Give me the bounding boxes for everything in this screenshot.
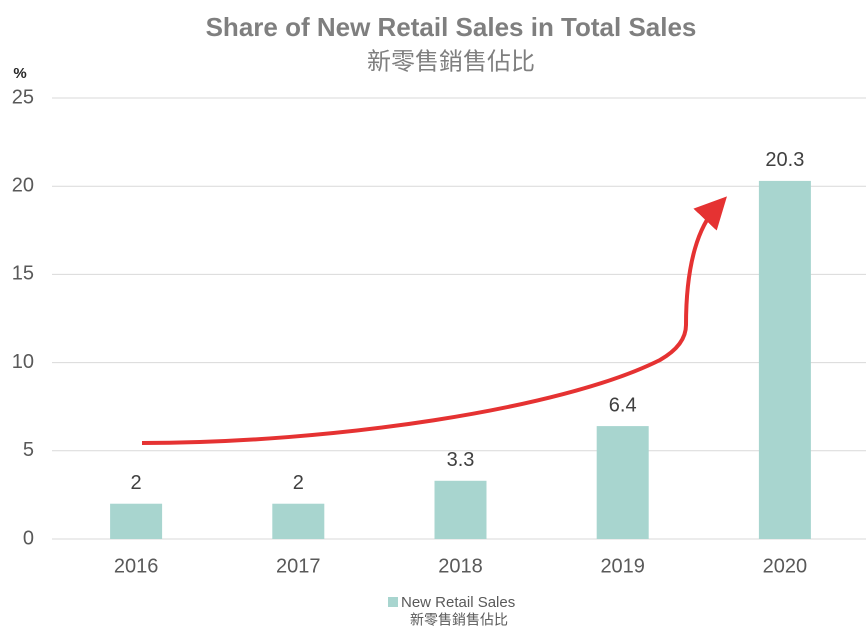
x-tick-label: 2020 — [763, 555, 808, 577]
y-tick-label: 10 — [12, 351, 34, 373]
data-label: 6.4 — [609, 394, 637, 416]
y-tick-label: 20 — [12, 174, 34, 196]
x-tick-label: 2018 — [438, 555, 483, 577]
legend-label-zh: 新零售銷售佔比 — [410, 612, 508, 628]
plot-area: 0 5 10 15 20 25 2016 2017 2018 2019 2020 2 2 3.3 6.4 20… — [12, 86, 866, 577]
y-tick-label: 15 — [12, 263, 34, 285]
data-label: 20.3 — [765, 149, 804, 171]
data-label: 2 — [131, 472, 142, 494]
y-axis-label: % — [13, 65, 26, 82]
legend-swatch — [388, 597, 398, 607]
data-label: 3.3 — [447, 449, 475, 471]
bar — [596, 426, 649, 539]
bar — [434, 480, 487, 539]
bar — [110, 503, 163, 539]
x-tick-label: 2019 — [600, 555, 645, 577]
x-tick-label: 2017 — [276, 555, 321, 577]
y-tick-label: 5 — [23, 439, 34, 461]
bar — [272, 503, 325, 539]
y-tick-label: 0 — [23, 527, 34, 549]
bar — [758, 180, 811, 539]
chart-title: Share of New Retail Sales in Total Sales — [206, 12, 697, 42]
x-tick-label: 2016 — [114, 555, 159, 577]
data-label: 2 — [293, 472, 304, 494]
chart-subtitle: 新零售銷售佔比 — [367, 48, 535, 75]
y-tick-label: 25 — [12, 86, 34, 108]
legend-label: New Retail Sales — [401, 594, 515, 611]
trend-arrow — [141, 196, 727, 445]
